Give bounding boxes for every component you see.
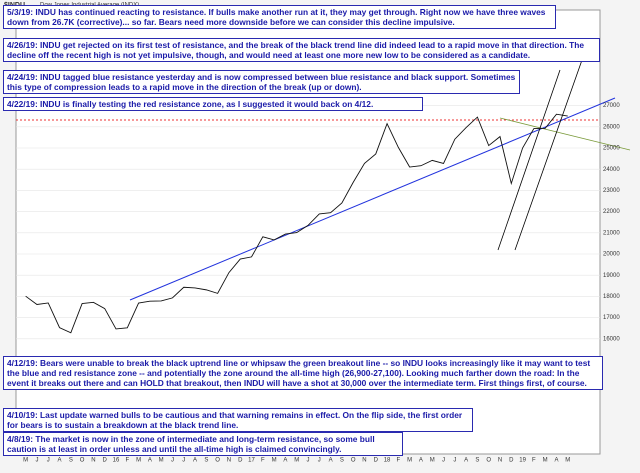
x-tick-label: M: [136, 458, 141, 464]
y-tick-label: 25000: [603, 146, 620, 152]
annotation: 5/3/19: INDU has continued reacting to r…: [3, 5, 556, 29]
x-tick-label: A: [148, 458, 152, 464]
x-tick-label: O: [215, 458, 220, 464]
x-tick-label: J: [35, 458, 38, 464]
y-tick-label: 17000: [603, 315, 620, 321]
x-tick-label: J: [171, 458, 174, 464]
x-tick-label: S: [204, 458, 208, 464]
annotation: 4/22/19: INDU is finally testing the red…: [3, 97, 423, 111]
x-tick-label: S: [69, 458, 73, 464]
x-tick-label: M: [23, 458, 28, 464]
annotation: 4/24/19: INDU tagged blue resistance yes…: [3, 70, 520, 94]
price-line: [25, 113, 568, 334]
y-tick-label: 16000: [603, 336, 620, 342]
x-tick-label: O: [80, 458, 85, 464]
x-tick-label: F: [397, 458, 401, 464]
y-tick-label: 21000: [603, 230, 620, 236]
price-panel: [15, 9, 601, 363]
x-tick-label: M: [272, 458, 277, 464]
x-tick-label: A: [554, 458, 558, 464]
y-tick-label: 23000: [603, 188, 620, 194]
x-tick-label: M: [543, 458, 548, 464]
annotation: 4/10/19: Last update warned bulls to be …: [3, 408, 473, 432]
x-tick-label: F: [261, 458, 265, 464]
x-tick-label: N: [498, 458, 502, 464]
x-tick-label: O: [351, 458, 356, 464]
x-tick-label: A: [283, 458, 287, 464]
x-tick-label: A: [419, 458, 423, 464]
y-tick-label: 26000: [603, 124, 620, 130]
x-tick-label: J: [307, 458, 310, 464]
x-tick-label: A: [329, 458, 333, 464]
x-tick-label: N: [362, 458, 366, 464]
x-tick-label: A: [58, 458, 62, 464]
x-tick-label: J: [182, 458, 185, 464]
breakout-line: [499, 117, 631, 151]
x-tick-label: J: [318, 458, 321, 464]
x-tick-label: M: [430, 458, 435, 464]
x-tick-label: M: [565, 458, 570, 464]
x-tick-label: 17: [248, 458, 255, 464]
x-tick-label: M: [159, 458, 164, 464]
x-tick-label: F: [532, 458, 536, 464]
x-tick-label: M: [294, 458, 299, 464]
x-tick-label: A: [193, 458, 197, 464]
y-tick-label: 20000: [603, 252, 620, 258]
x-tick-label: 19: [519, 458, 526, 464]
channel-line: [514, 59, 583, 251]
x-tick-label: D: [238, 458, 243, 464]
channel-line: [497, 69, 561, 251]
trend-line: [129, 97, 616, 301]
y-tick-label: 22000: [603, 209, 620, 215]
y-tick-label: 27000: [603, 103, 620, 109]
x-tick-label: O: [486, 458, 491, 464]
x-tick-label: M: [407, 458, 412, 464]
x-tick-label: S: [475, 458, 479, 464]
annotation: 4/26/19: INDU get rejected on its first …: [3, 38, 600, 62]
x-tick-label: D: [509, 458, 514, 464]
x-tick-label: N: [91, 458, 95, 464]
x-tick-label: D: [103, 458, 108, 464]
x-tick-label: 16: [113, 458, 120, 464]
y-tick-label: 19000: [603, 273, 620, 279]
x-tick-label: J: [442, 458, 445, 464]
y-tick-label: 24000: [603, 167, 620, 173]
x-tick-label: F: [125, 458, 129, 464]
x-tick-label: J: [453, 458, 456, 464]
x-tick-label: J: [47, 458, 50, 464]
x-tick-label: S: [340, 458, 344, 464]
x-tick-label: A: [464, 458, 468, 464]
x-tick-label: N: [227, 458, 231, 464]
y-tick-label: 18000: [603, 294, 620, 300]
annotation: 4/8/19: The market is now in the zone of…: [3, 432, 403, 456]
annotation: 4/12/19: Bears were unable to break the …: [3, 356, 603, 390]
x-tick-label: D: [374, 458, 379, 464]
x-tick-label: 18: [384, 458, 391, 464]
